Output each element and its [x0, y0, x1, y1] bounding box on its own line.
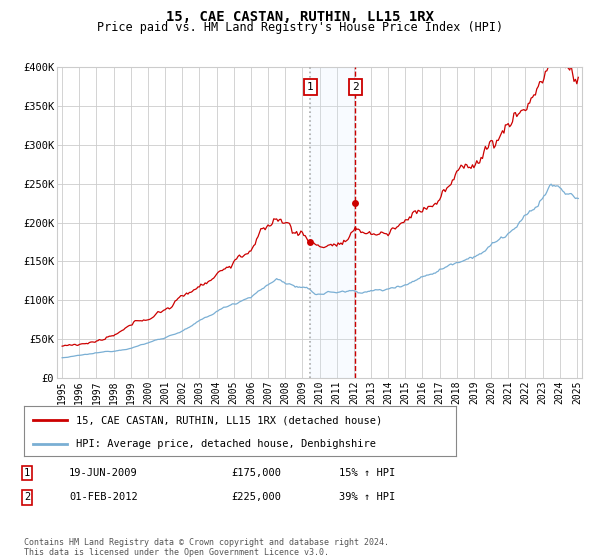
- Text: 01-FEB-2012: 01-FEB-2012: [69, 492, 138, 502]
- Text: 15, CAE CASTAN, RUTHIN, LL15 1RX: 15, CAE CASTAN, RUTHIN, LL15 1RX: [166, 10, 434, 24]
- Text: 15% ↑ HPI: 15% ↑ HPI: [339, 468, 395, 478]
- Text: Price paid vs. HM Land Registry's House Price Index (HPI): Price paid vs. HM Land Registry's House …: [97, 21, 503, 34]
- Text: 39% ↑ HPI: 39% ↑ HPI: [339, 492, 395, 502]
- Text: 1: 1: [307, 82, 314, 92]
- Text: 15, CAE CASTAN, RUTHIN, LL15 1RX (detached house): 15, CAE CASTAN, RUTHIN, LL15 1RX (detach…: [76, 415, 382, 425]
- Text: HPI: Average price, detached house, Denbighshire: HPI: Average price, detached house, Denb…: [76, 439, 376, 449]
- Text: 2: 2: [352, 82, 359, 92]
- Point: [350, 199, 360, 208]
- Text: 1: 1: [24, 468, 30, 478]
- Text: Contains HM Land Registry data © Crown copyright and database right 2024.
This d: Contains HM Land Registry data © Crown c…: [24, 538, 389, 557]
- Bar: [310, 67, 355, 378]
- Text: 2: 2: [24, 492, 30, 502]
- Point: [305, 237, 315, 246]
- Text: 19-JUN-2009: 19-JUN-2009: [69, 468, 138, 478]
- Text: £175,000: £175,000: [231, 468, 281, 478]
- Text: £225,000: £225,000: [231, 492, 281, 502]
